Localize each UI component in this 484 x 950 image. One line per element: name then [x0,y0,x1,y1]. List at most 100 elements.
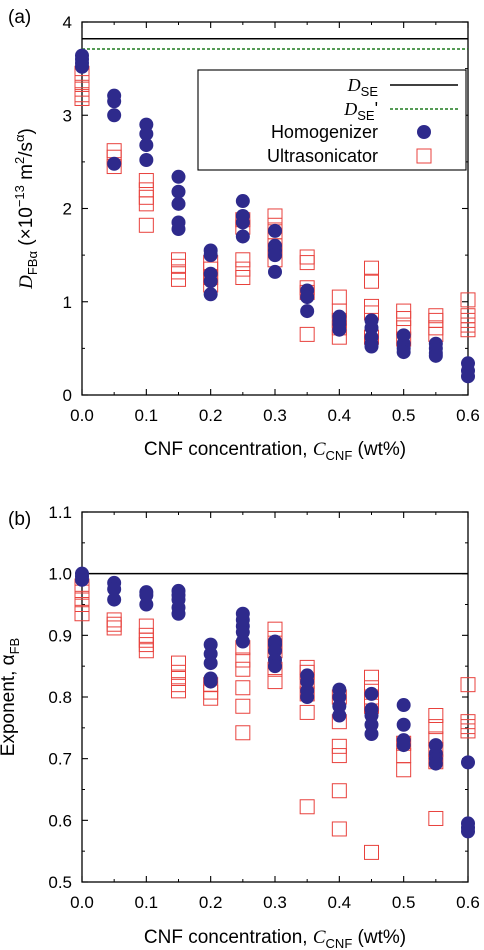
ultrasonicator-point [396,762,412,778]
y-tick-label: 3 [63,106,72,125]
homogenizer-point [235,215,250,230]
legend-label-ultrasonicator: Ultrasonicator [267,146,378,166]
homogenizer-point [461,755,475,770]
panel-label: (a) [8,7,31,28]
ultrasonicator-point [267,674,283,690]
y-axis-label-exp: −13 [12,185,27,207]
y-tick-label: 1 [63,293,72,312]
ultrasonicator-point [106,612,122,628]
ultrasonicator-point [74,597,90,612]
homogenizer-point [107,108,122,123]
homogenizer-point [203,674,218,689]
homogenizer-point [107,156,122,171]
homogenizer-point [171,184,186,199]
homogenizer-point [461,369,475,384]
ultrasonicator-point [235,270,251,286]
homogenizer-point [203,287,218,302]
x-tick-label: 0.1 [135,893,159,912]
homogenizer-point [300,290,315,305]
x-tick-label: 0.0 [70,893,94,912]
homogenizer-point [300,690,315,704]
homogenizer-point [235,194,250,209]
ultrasonicator-point [235,652,251,668]
legend-label-dse: DSE [347,75,379,99]
x-axis-label-text: CNF concentration, [144,439,313,460]
y-axis-label-units: ) [16,128,37,134]
ultrasonicator-point [267,621,283,637]
ultrasonicator-point [138,173,154,189]
y-axis-label-units: m [16,164,37,185]
homogenizer-point [364,339,379,354]
homogenizer-point [332,322,347,337]
ultrasonicator-point [235,725,251,741]
ultrasonicator-point [299,799,315,815]
homogenizer-point [396,717,411,732]
homogenizer-point [139,153,154,168]
ultrasonicator-point [364,273,379,289]
ultrasonicator-point [299,255,315,271]
panel-a: (a) 0.0 0.1 0.2 0.3 0.4 0.5 0.6 0 1 2 3 4 CNF concent… [8,7,480,463]
ultrasonicator-point [428,810,444,826]
ultrasonicator-point [460,677,476,693]
homogenizer-point [203,656,218,671]
x-tick-label: 0.5 [392,406,416,425]
legend-label-dse-prime: DSE' [343,99,378,123]
ultrasonicator-point [267,208,283,224]
x-axis-label-symbol: C [313,927,326,948]
panel-label: (b) [8,509,31,530]
ultrasonicator-point [460,292,476,308]
homogenizer-point [203,248,218,263]
panel-b: (b) 0.0 0.1 0.2 0.3 0.4 0.5 0.6 0.5 0.6 0.7 0.8 0.9 1… [0,503,480,950]
y-tick-label: 0.7 [48,750,72,769]
x-axis-label-units: (wt%) [352,439,406,460]
ultrasonicator-point [235,661,251,677]
ultrasonicator-point [299,326,315,342]
y-axis-label-sub: FBα [25,251,40,276]
ultrasonicator-point [171,271,186,287]
legend-suffix: ' [375,99,378,119]
homogenizer-point [332,708,347,723]
y-tick-label: 0.6 [48,811,72,830]
homogenizer-point [300,304,315,319]
ultrasonicator-point [106,616,122,632]
y-axis-label-text: Exponent, [0,665,19,756]
homogenizer-point [107,582,122,597]
y-tick-label: 1.1 [48,503,72,522]
x-tick-label: 0.0 [70,406,94,425]
y-tick-label: 0.8 [48,688,72,707]
ultrasonicator-point [74,90,90,106]
plot-frame [81,511,469,883]
legend-marker-homogenizer [417,125,431,139]
x-axis-label-text: CNF concentration, [144,927,313,948]
ultrasonicator-point [299,704,315,720]
x-axis-label: CNF concentration, CCNF (wt%) [144,927,406,950]
ultrasonicator-point [235,252,251,268]
ultrasonicator-point [203,690,219,706]
homogenizer-point [171,196,186,211]
legend-label-homogenizer: Homogenizer [271,122,378,142]
legend-marker-ultrasonicator [416,148,432,164]
ultrasonicator-point [138,637,154,653]
ultrasonicator-point [106,620,122,636]
homogenizer-point [75,59,89,74]
homogenizer-point [139,126,154,141]
ultrasonicator-point [235,261,251,277]
ultrasonicator-point [331,748,347,764]
ultrasonicator-point [460,723,476,739]
y-axis-label-symbol: α [0,654,19,665]
y-tick-label: 4 [63,13,72,32]
y-axis-label: Exponent, αFB [0,638,22,756]
homogenizer-point [396,738,411,753]
ultrasonicator-point [331,738,347,754]
ultrasonicator-point [299,249,315,265]
ultrasonicator-point [138,618,154,634]
x-tick-label: 0.4 [328,893,352,912]
y-tick-label: 0.9 [48,626,72,645]
x-tick-label: 0.3 [263,406,287,425]
ultrasonicator-point [428,708,444,723]
homogenizer-point [428,348,443,363]
ultrasonicator-point [460,322,476,338]
ultrasonicator-point [428,719,444,735]
homogenizer-point [268,248,282,263]
